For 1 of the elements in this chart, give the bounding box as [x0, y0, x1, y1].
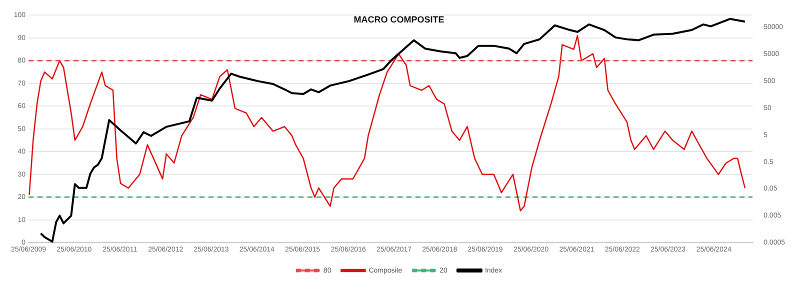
- chart-title: MACRO COMPOSITE: [354, 14, 444, 24]
